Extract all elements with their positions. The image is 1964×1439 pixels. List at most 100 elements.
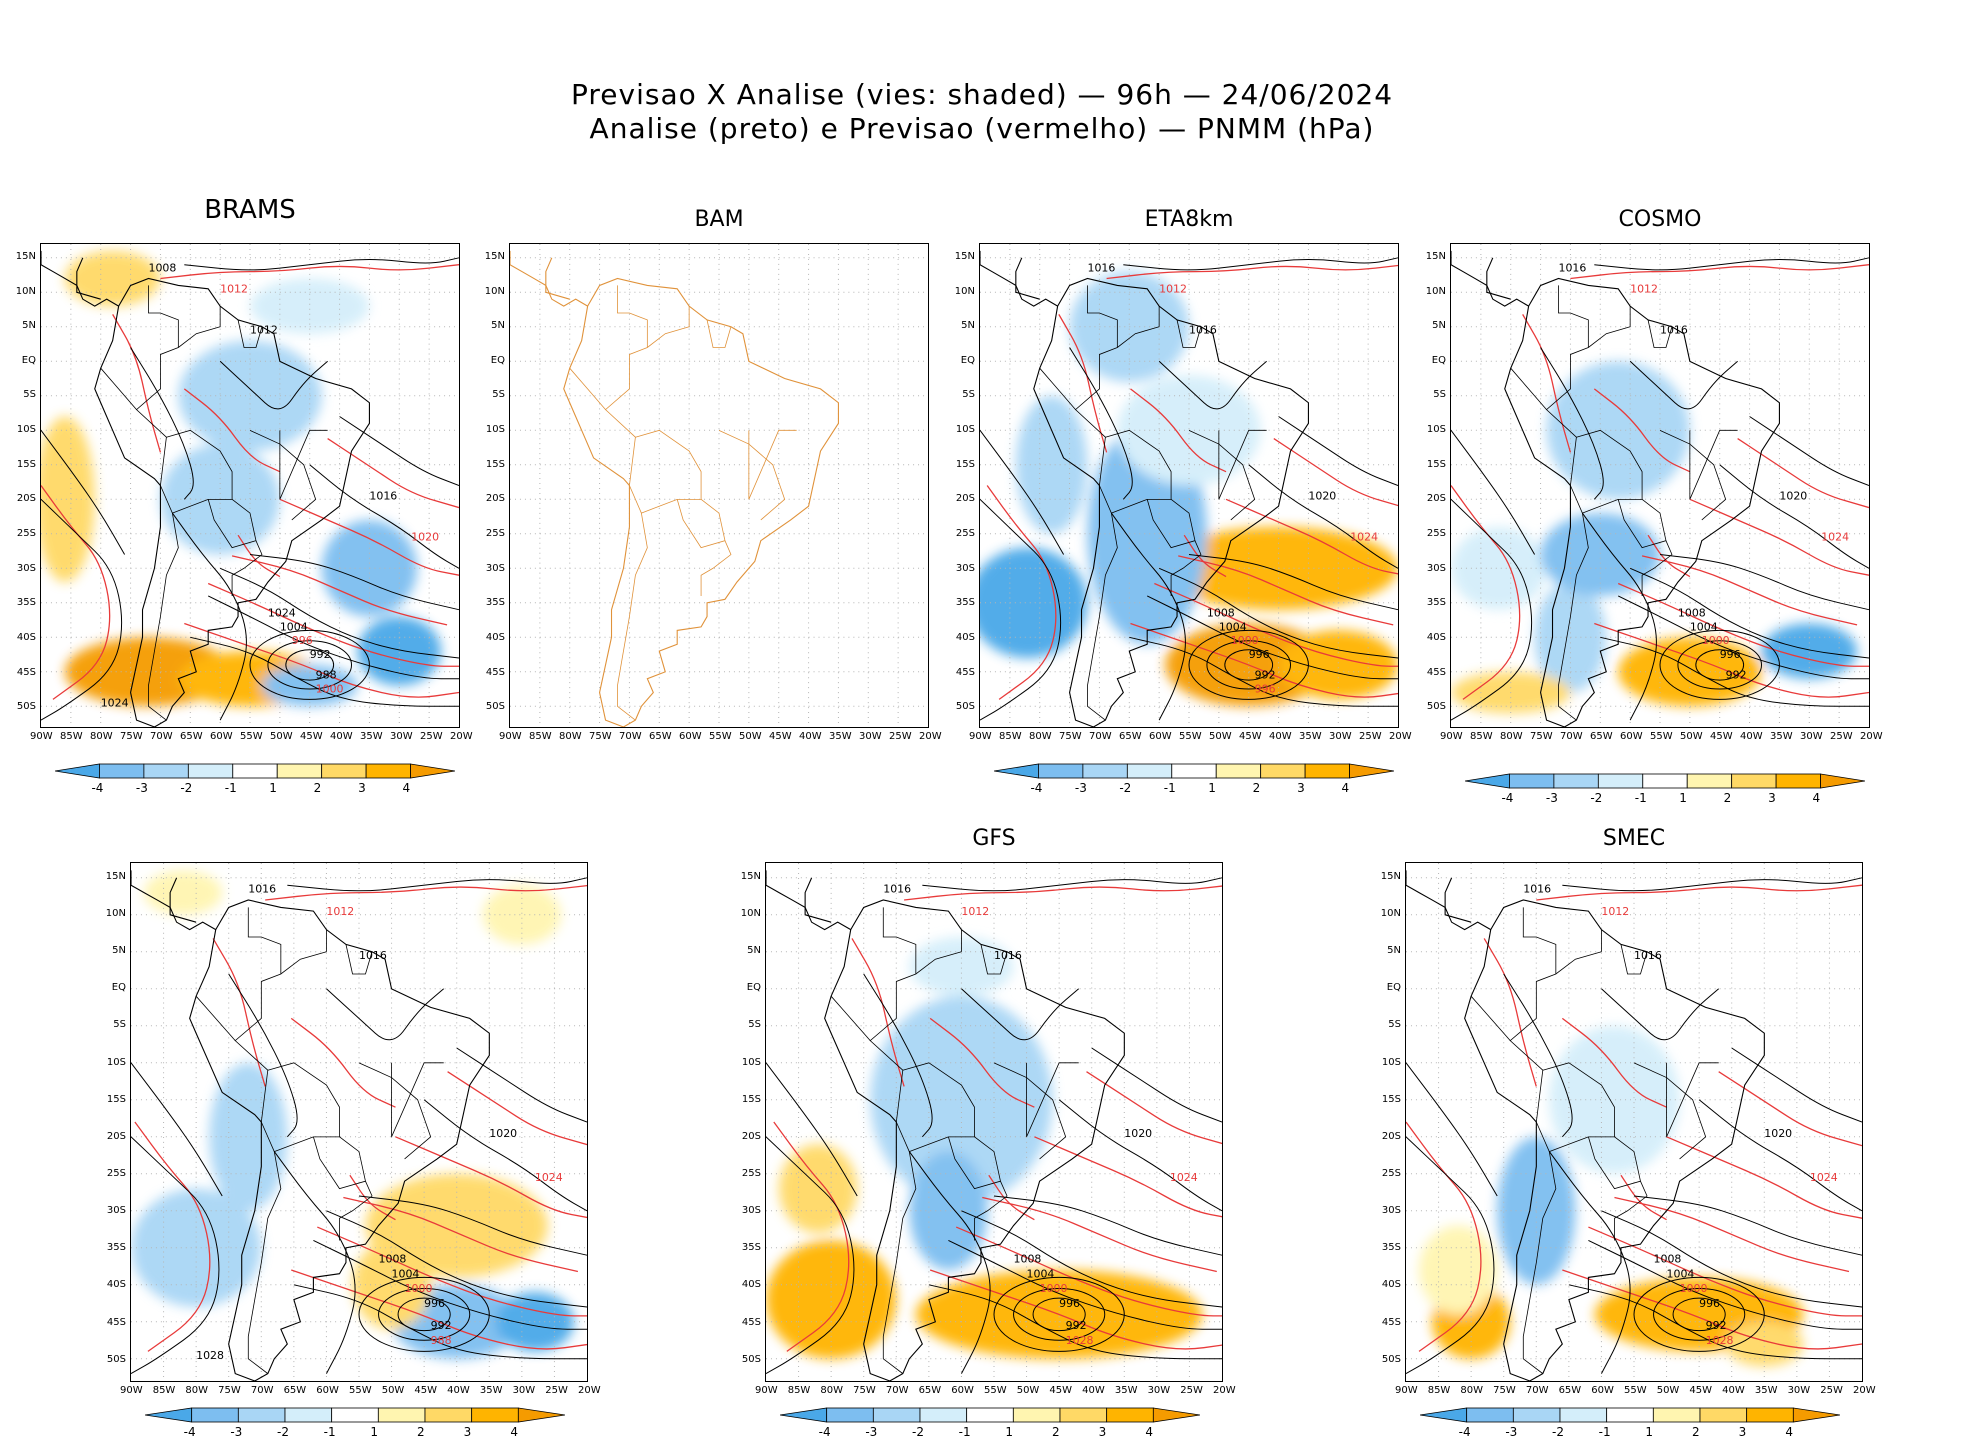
colorbar-swatch <box>1642 773 1688 789</box>
colorbar-label: 1 <box>1679 791 1687 805</box>
forecast-isobar <box>1086 1071 1222 1145</box>
colorbar-swatch <box>1606 1407 1654 1423</box>
panel-title-gfs: GFS <box>972 826 1016 851</box>
lat-tick-label: 40S <box>1426 631 1446 643</box>
analysis-isobar <box>287 877 587 892</box>
colorbar-swatch <box>99 763 145 779</box>
colorbar-label: 1 <box>1645 1425 1653 1439</box>
lon-tick-label: 25W <box>545 1385 568 1396</box>
lon-tick-label: 25W <box>420 731 443 742</box>
forecast-isobar <box>41 485 111 700</box>
lat-tick-label: 25S <box>741 1168 761 1179</box>
lat-tick-label: 15S <box>106 1093 126 1105</box>
colorbar-swatch <box>1559 1407 1608 1423</box>
lat-tick-label: 5N <box>747 945 761 957</box>
isobar-value-label: 1016 <box>1523 883 1551 896</box>
bias-shading <box>261 664 358 707</box>
colorbar-label: 4 <box>510 1425 518 1439</box>
lat-tick-label: 30S <box>1426 562 1446 574</box>
colorbar-swatch <box>145 1407 193 1423</box>
lon-tick-label: 60W <box>316 1385 339 1396</box>
lon-tick-label: 75W <box>1493 1385 1516 1396</box>
lat-tick-label: 35S <box>741 1242 761 1254</box>
lat-tick-label: 35S <box>106 1242 126 1254</box>
isobar-value-label: 1008 <box>1654 1253 1682 1266</box>
lon-tick-label: 80W <box>820 1385 844 1396</box>
colorbar-label: 2 <box>1252 781 1261 795</box>
isobar-value-label: 1028 <box>1706 1334 1734 1347</box>
colorbar-swatch <box>191 1407 239 1423</box>
colorbar-label: 4 <box>1145 1425 1153 1439</box>
lat-tick-label: EQ <box>1431 354 1446 366</box>
lat-tick-label: 40S <box>955 631 975 643</box>
colorbar <box>994 763 1394 779</box>
lon-tick-label: 25W <box>889 731 912 742</box>
lon-tick-label: 45W <box>1049 1385 1073 1396</box>
panel-title-bam: BAM <box>694 207 744 232</box>
forecast-isobar <box>1593 388 1691 473</box>
colorbar-swatch <box>143 763 189 779</box>
bias-shading <box>41 416 95 583</box>
analysis-isobar <box>190 636 459 707</box>
isobar-value-label: 1004 <box>1219 620 1247 633</box>
lat-tick-label: 5S <box>113 1019 126 1031</box>
analysis-isobar <box>1633 1195 1862 1256</box>
analysis-isobar <box>1719 464 1869 569</box>
map-panel: 1016 1012 1016 1020 1024 1008 1004 1000 996 992 10… <box>765 862 1223 1382</box>
colorbar-swatch <box>1215 763 1262 779</box>
lat-tick-label: 10S <box>1381 1056 1401 1068</box>
colorbar-label: 4 <box>1341 781 1350 795</box>
forecast-isobar <box>327 438 459 509</box>
lat-tick-label: 20S <box>1381 1130 1401 1142</box>
lon-tick-label: 50W <box>1016 1385 1040 1396</box>
colorbar-swatch <box>1082 763 1128 779</box>
lon-tick-label: 75W <box>1059 731 1082 742</box>
lat-tick-label: 10N <box>15 285 36 297</box>
lon-tick-label: 30W <box>1787 1385 1811 1396</box>
lon-tick-label: 65W <box>180 731 203 742</box>
lon-tick-label: 25W <box>1359 731 1382 742</box>
lat-tick-label: 10S <box>485 424 505 436</box>
lon-tick-label: 70W <box>885 1385 909 1396</box>
forecast-isobar <box>988 1174 1035 1221</box>
analysis-isobar <box>1158 567 1398 659</box>
lat-tick-label: 15N <box>484 250 505 262</box>
lat-tick-label: 40S <box>1381 1279 1401 1291</box>
lat-tick-label: 5N <box>22 320 36 332</box>
isobar-value-label: 996 <box>1059 1297 1080 1310</box>
analysis-isobar <box>293 1284 587 1360</box>
colorbar-swatch <box>365 763 411 779</box>
isobar-value-label: 1016 <box>1189 324 1217 337</box>
lon-tick-label: 40W <box>1740 731 1763 742</box>
lat-tick-label: 5S <box>962 389 975 401</box>
lon-tick-label: 60W <box>1149 731 1172 742</box>
analysis-isobar <box>1594 257 1869 271</box>
colorbar-swatch <box>1746 1407 1794 1423</box>
isobar-value-label: 1016 <box>1660 324 1688 337</box>
lon-tick-label: 20W <box>1213 1385 1236 1396</box>
isobar-value-label: 1020 <box>1124 1127 1152 1140</box>
bias-shading <box>1278 630 1398 700</box>
lat-tick-label: 20S <box>1426 493 1446 505</box>
isobar-value-label: 1008 <box>1678 607 1706 620</box>
analysis-isobar <box>1659 554 1869 611</box>
forecast-isobar <box>291 1269 587 1350</box>
lon-tick-label: 55W <box>709 731 732 742</box>
lat-tick-label: 30S <box>106 1205 126 1217</box>
lat-tick-label: 5S <box>492 389 505 401</box>
lat-tick-label: 25S <box>485 528 505 539</box>
forecast-isobar <box>134 1121 211 1352</box>
lon-tick-label: 65W <box>918 1385 942 1396</box>
lon-tick-label: 85W <box>787 1385 811 1396</box>
lon-tick-label: 65W <box>1590 731 1613 742</box>
lat-tick-label: 40S <box>741 1279 761 1291</box>
analysis-isobar <box>1129 636 1398 707</box>
panel-title-smec: SMEC <box>1602 826 1666 851</box>
analysis-isobar <box>1146 595 1398 680</box>
isobar-value-label: 992 <box>1726 669 1747 682</box>
coastline <box>980 250 1309 727</box>
lon-tick-label: 80W <box>185 1385 209 1396</box>
colorbar-swatch <box>1792 1407 1840 1423</box>
lon-tick-label: 60W <box>1620 731 1643 742</box>
isobar-value-label: 1000 <box>1040 1282 1068 1295</box>
